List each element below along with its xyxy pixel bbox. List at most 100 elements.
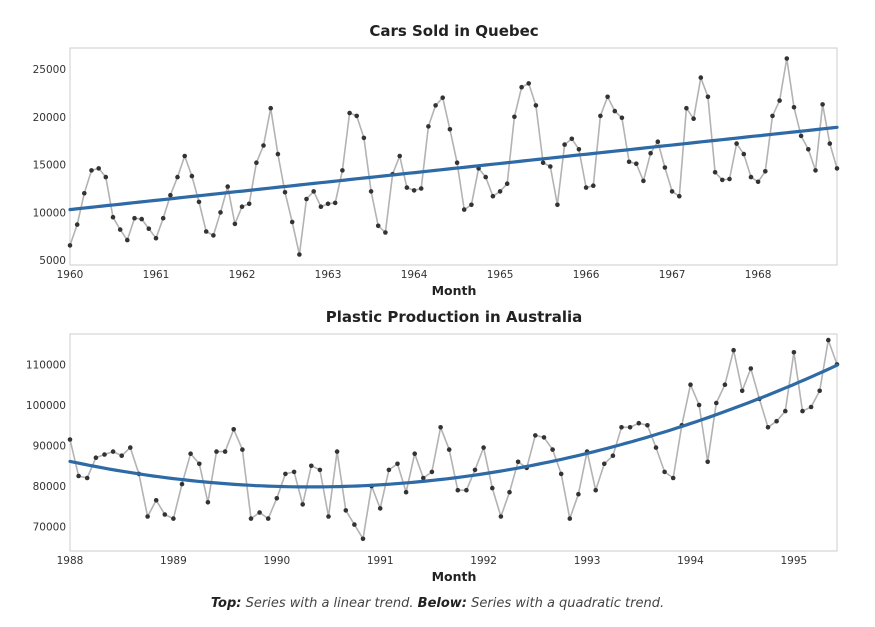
x-tick-label: 1962 <box>229 269 256 281</box>
data-point <box>248 516 254 521</box>
data-point <box>347 110 352 116</box>
data-point <box>461 207 467 212</box>
data-point <box>325 201 331 207</box>
data-point <box>332 200 338 206</box>
data-point <box>550 447 555 452</box>
data-point <box>447 127 453 132</box>
data-point <box>383 230 388 235</box>
data-point <box>421 475 426 481</box>
data-point <box>533 433 538 438</box>
data-point <box>231 427 236 432</box>
data-point <box>429 469 435 475</box>
x-tick-label: 1968 <box>745 269 772 281</box>
data-point <box>696 402 702 408</box>
data-point <box>175 174 180 180</box>
y-tick-label: 80000 <box>33 481 66 493</box>
data-point <box>291 469 297 475</box>
data-point <box>655 139 661 144</box>
data-point <box>74 222 80 227</box>
data-point <box>627 425 633 430</box>
trend-polyline <box>68 125 839 212</box>
data-point <box>334 449 340 454</box>
data-point <box>612 108 618 114</box>
data-point <box>626 159 632 165</box>
data-point <box>610 453 616 459</box>
y-tick-label: 70000 <box>33 522 66 534</box>
data-point <box>469 202 474 208</box>
data-point <box>791 105 797 110</box>
data-point <box>404 185 410 190</box>
data-point <box>257 510 262 515</box>
data-point <box>783 408 788 414</box>
data-point <box>472 467 478 473</box>
data-point <box>691 116 696 121</box>
y-tick-label: 90000 <box>33 441 66 453</box>
data-point <box>748 366 754 371</box>
data-point <box>677 193 682 199</box>
data-point <box>304 196 309 202</box>
data-point <box>440 95 446 100</box>
data-point <box>411 188 417 193</box>
data-point <box>619 115 625 121</box>
data-point <box>274 496 280 501</box>
data-point <box>368 189 374 194</box>
data-point <box>598 113 603 119</box>
data-point <box>662 469 667 475</box>
data-point <box>593 487 598 493</box>
data-point <box>722 382 728 388</box>
data-point <box>311 189 317 194</box>
data-point <box>318 204 324 209</box>
x-tick-label: 1964 <box>401 269 428 281</box>
data-point <box>261 143 266 148</box>
data-point <box>397 153 403 159</box>
data-point <box>455 487 461 493</box>
data-point <box>125 237 130 243</box>
x-tick-label: 1965 <box>487 269 514 281</box>
x-tick-label: 1967 <box>659 269 686 281</box>
data-point <box>498 514 504 519</box>
y-tick-label: 15000 <box>33 160 66 172</box>
data-point <box>153 498 159 503</box>
data-point <box>777 98 782 103</box>
x-axis-ticks: 1960 1961 1962 1963 1964 1965 1966 1967 1968 <box>57 269 772 281</box>
data-point <box>698 75 704 80</box>
data-point <box>490 485 495 491</box>
data-point <box>139 216 144 222</box>
data-point <box>714 400 719 406</box>
data-point <box>76 473 81 479</box>
y-axis-ticks: 5000 10000 15000 20000 25000 <box>33 64 66 267</box>
data-point <box>433 103 438 108</box>
data-point <box>289 219 295 225</box>
figure-caption: Top: Series with a linear trend. Below: … <box>0 596 875 611</box>
data-point <box>727 176 732 182</box>
data-point <box>705 94 711 100</box>
data-point <box>791 350 797 355</box>
data-point <box>354 113 360 119</box>
data-point <box>268 105 274 111</box>
data-point <box>483 174 489 180</box>
data-point <box>103 174 109 180</box>
data-point <box>146 226 152 231</box>
data-point <box>300 502 306 507</box>
plot-frame <box>69 333 838 552</box>
x-tick-label: 1989 <box>160 555 187 567</box>
data-point <box>96 166 101 171</box>
data-point <box>541 435 547 440</box>
data-point <box>84 475 90 481</box>
data-point <box>712 170 718 175</box>
data-point <box>490 193 496 199</box>
data-point <box>688 382 693 388</box>
x-tick-label: 1992 <box>470 555 497 567</box>
caption-below-text: Series with a quadratic trend. <box>466 596 665 611</box>
data-point <box>309 463 314 469</box>
data-point <box>558 471 564 477</box>
data-point <box>343 508 349 513</box>
caption-top-label: Top: <box>210 596 242 611</box>
data-point <box>145 514 150 519</box>
data-point <box>634 161 639 166</box>
data-point <box>265 516 271 521</box>
data-point <box>497 189 503 194</box>
data-point <box>196 199 202 205</box>
trend-line <box>68 125 839 212</box>
data-point <box>240 447 245 452</box>
